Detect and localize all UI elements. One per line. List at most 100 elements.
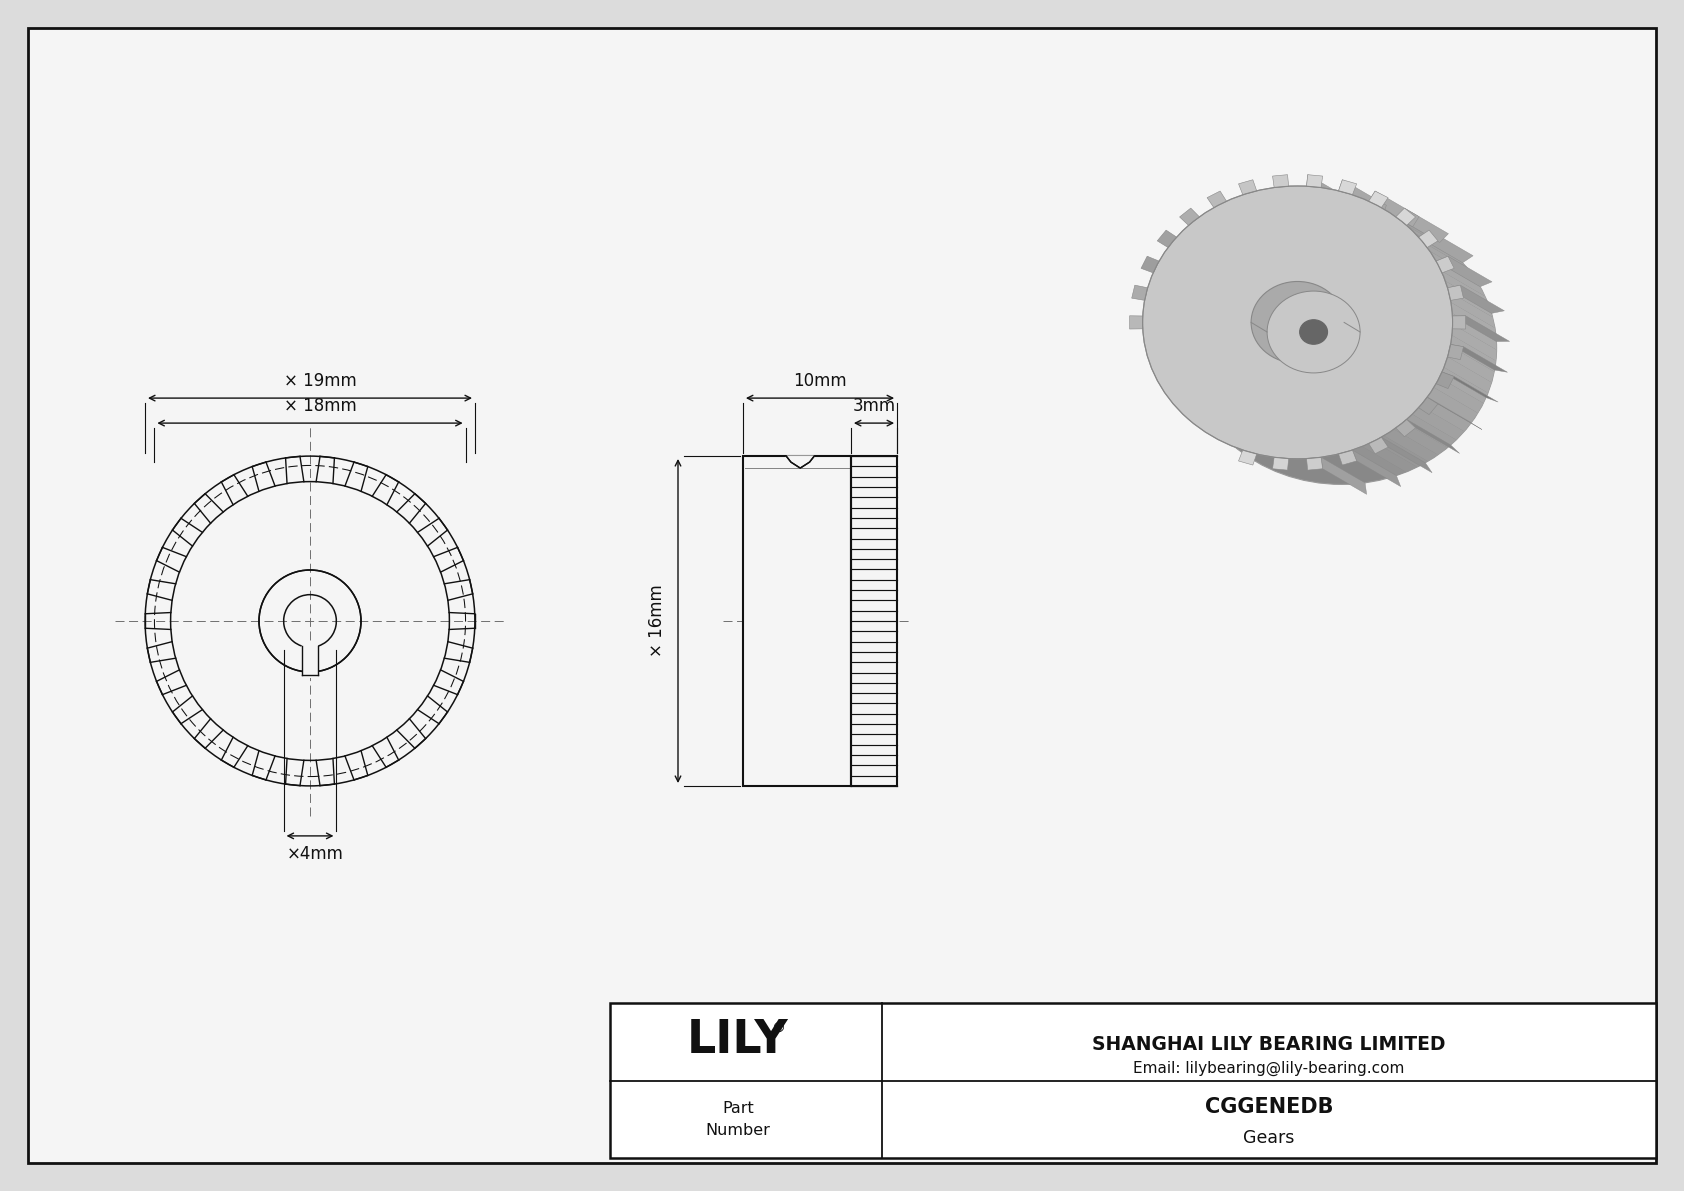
- Polygon shape: [1396, 419, 1416, 437]
- Polygon shape: [1319, 187, 1374, 214]
- Polygon shape: [1418, 230, 1438, 248]
- Polygon shape: [1452, 316, 1465, 329]
- Polygon shape: [1430, 251, 1480, 286]
- Text: Part
Number: Part Number: [706, 1100, 770, 1137]
- Polygon shape: [1366, 200, 1421, 231]
- Polygon shape: [1418, 398, 1438, 414]
- Polygon shape: [1238, 450, 1256, 464]
- Text: ×4mm: ×4mm: [286, 844, 344, 863]
- Text: CGGENEDB: CGGENEDB: [1204, 1097, 1334, 1117]
- Polygon shape: [1433, 378, 1484, 413]
- Ellipse shape: [1266, 291, 1361, 373]
- Ellipse shape: [1187, 212, 1497, 485]
- Polygon shape: [1207, 191, 1226, 207]
- Text: × 18mm: × 18mm: [283, 397, 357, 416]
- Polygon shape: [1398, 218, 1450, 251]
- Polygon shape: [1406, 419, 1460, 454]
- Polygon shape: [1452, 324, 1497, 361]
- Text: Gears: Gears: [1243, 1129, 1295, 1147]
- Polygon shape: [1320, 457, 1367, 494]
- Polygon shape: [1388, 211, 1442, 243]
- Polygon shape: [1130, 316, 1143, 329]
- Polygon shape: [1448, 344, 1463, 360]
- Polygon shape: [1396, 208, 1416, 225]
- Text: 3mm: 3mm: [852, 397, 896, 416]
- Polygon shape: [1339, 180, 1357, 195]
- Polygon shape: [1406, 225, 1458, 258]
- Polygon shape: [1305, 186, 1362, 213]
- Polygon shape: [1142, 256, 1159, 273]
- Polygon shape: [1238, 180, 1256, 195]
- Polygon shape: [1179, 208, 1199, 225]
- Polygon shape: [1273, 175, 1288, 187]
- Polygon shape: [1381, 437, 1431, 473]
- Polygon shape: [1448, 347, 1494, 382]
- Polygon shape: [1448, 285, 1504, 313]
- Bar: [743, 456, 850, 786]
- Polygon shape: [1396, 208, 1448, 243]
- Polygon shape: [1339, 450, 1357, 464]
- Polygon shape: [1256, 188, 1312, 217]
- Bar: [301, 643, 318, 673]
- Polygon shape: [1307, 175, 1322, 187]
- Polygon shape: [1450, 344, 1507, 373]
- Polygon shape: [1436, 372, 1455, 388]
- Polygon shape: [1442, 372, 1499, 403]
- Polygon shape: [1132, 285, 1148, 300]
- Polygon shape: [1268, 187, 1325, 214]
- Polygon shape: [1307, 457, 1322, 470]
- Polygon shape: [1440, 367, 1489, 403]
- Bar: [610, 1003, 1655, 1158]
- Polygon shape: [1426, 398, 1482, 430]
- Ellipse shape: [1300, 319, 1327, 344]
- Polygon shape: [1442, 270, 1489, 306]
- Text: Email: lilybearing@lily-bearing.com: Email: lilybearing@lily-bearing.com: [1133, 1060, 1404, 1075]
- Polygon shape: [1443, 357, 1492, 393]
- Polygon shape: [1307, 175, 1352, 212]
- Polygon shape: [1369, 437, 1388, 454]
- Polygon shape: [1362, 442, 1418, 472]
- Polygon shape: [1342, 192, 1398, 222]
- Polygon shape: [1369, 191, 1420, 226]
- Polygon shape: [1372, 436, 1428, 467]
- Polygon shape: [1452, 316, 1509, 342]
- Polygon shape: [1157, 230, 1177, 248]
- Text: ®: ®: [771, 1022, 785, 1036]
- Polygon shape: [1436, 256, 1492, 287]
- Polygon shape: [1282, 186, 1337, 212]
- Polygon shape: [1418, 230, 1474, 263]
- Polygon shape: [1378, 205, 1431, 237]
- Polygon shape: [1403, 414, 1457, 448]
- Polygon shape: [1415, 233, 1467, 268]
- Polygon shape: [786, 456, 815, 468]
- Polygon shape: [1293, 186, 1351, 212]
- Ellipse shape: [1143, 186, 1453, 459]
- Polygon shape: [1448, 285, 1463, 300]
- Polygon shape: [1436, 261, 1485, 297]
- Polygon shape: [1351, 447, 1406, 476]
- Polygon shape: [1428, 387, 1479, 423]
- Ellipse shape: [1251, 281, 1344, 363]
- Polygon shape: [1244, 191, 1300, 220]
- Polygon shape: [1450, 335, 1495, 372]
- Polygon shape: [1369, 191, 1388, 207]
- Polygon shape: [1354, 195, 1410, 225]
- Polygon shape: [1394, 422, 1448, 455]
- Polygon shape: [1384, 429, 1438, 461]
- Polygon shape: [1452, 313, 1497, 350]
- Polygon shape: [1420, 397, 1472, 431]
- Text: × 16mm: × 16mm: [648, 585, 665, 657]
- Polygon shape: [1330, 189, 1386, 218]
- Polygon shape: [1339, 180, 1386, 217]
- Bar: [301, 671, 318, 678]
- Text: 10mm: 10mm: [793, 372, 847, 391]
- Polygon shape: [1273, 457, 1288, 470]
- Polygon shape: [1452, 303, 1497, 339]
- Text: × 19mm: × 19mm: [283, 372, 357, 391]
- Text: SHANGHAI LILY BEARING LIMITED: SHANGHAI LILY BEARING LIMITED: [1093, 1035, 1447, 1054]
- Polygon shape: [1448, 292, 1495, 328]
- Polygon shape: [1413, 406, 1465, 439]
- Polygon shape: [1436, 256, 1455, 273]
- Polygon shape: [1352, 450, 1401, 487]
- Polygon shape: [1445, 281, 1492, 317]
